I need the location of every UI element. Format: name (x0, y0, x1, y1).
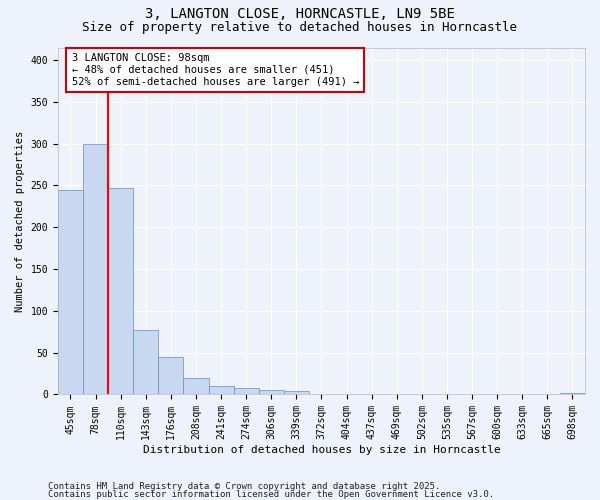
Bar (233, 388, 259, 394)
Bar (284, 391, 309, 394)
Bar (158, 357, 184, 395)
Text: Size of property relative to detached houses in Horncastle: Size of property relative to detached ho… (83, 21, 517, 34)
Text: 3, LANGTON CLOSE, HORNCASTLE, LN9 5BE: 3, LANGTON CLOSE, HORNCASTLE, LN9 5BE (145, 8, 455, 22)
Bar (58, 190, 83, 394)
Text: Contains public sector information licensed under the Open Government Licence v3: Contains public sector information licen… (48, 490, 494, 499)
Bar (560, 393, 585, 394)
Bar (209, 386, 233, 394)
Text: Contains HM Land Registry data © Crown copyright and database right 2025.: Contains HM Land Registry data © Crown c… (48, 482, 440, 491)
X-axis label: Distribution of detached houses by size in Horncastle: Distribution of detached houses by size … (143, 445, 500, 455)
Y-axis label: Number of detached properties: Number of detached properties (15, 130, 25, 312)
Bar (184, 378, 209, 394)
Bar (83, 144, 108, 394)
Text: 3 LANGTON CLOSE: 98sqm
← 48% of detached houses are smaller (451)
52% of semi-de: 3 LANGTON CLOSE: 98sqm ← 48% of detached… (72, 54, 359, 86)
Bar (259, 390, 284, 394)
Bar (133, 330, 158, 394)
Bar (108, 188, 133, 394)
